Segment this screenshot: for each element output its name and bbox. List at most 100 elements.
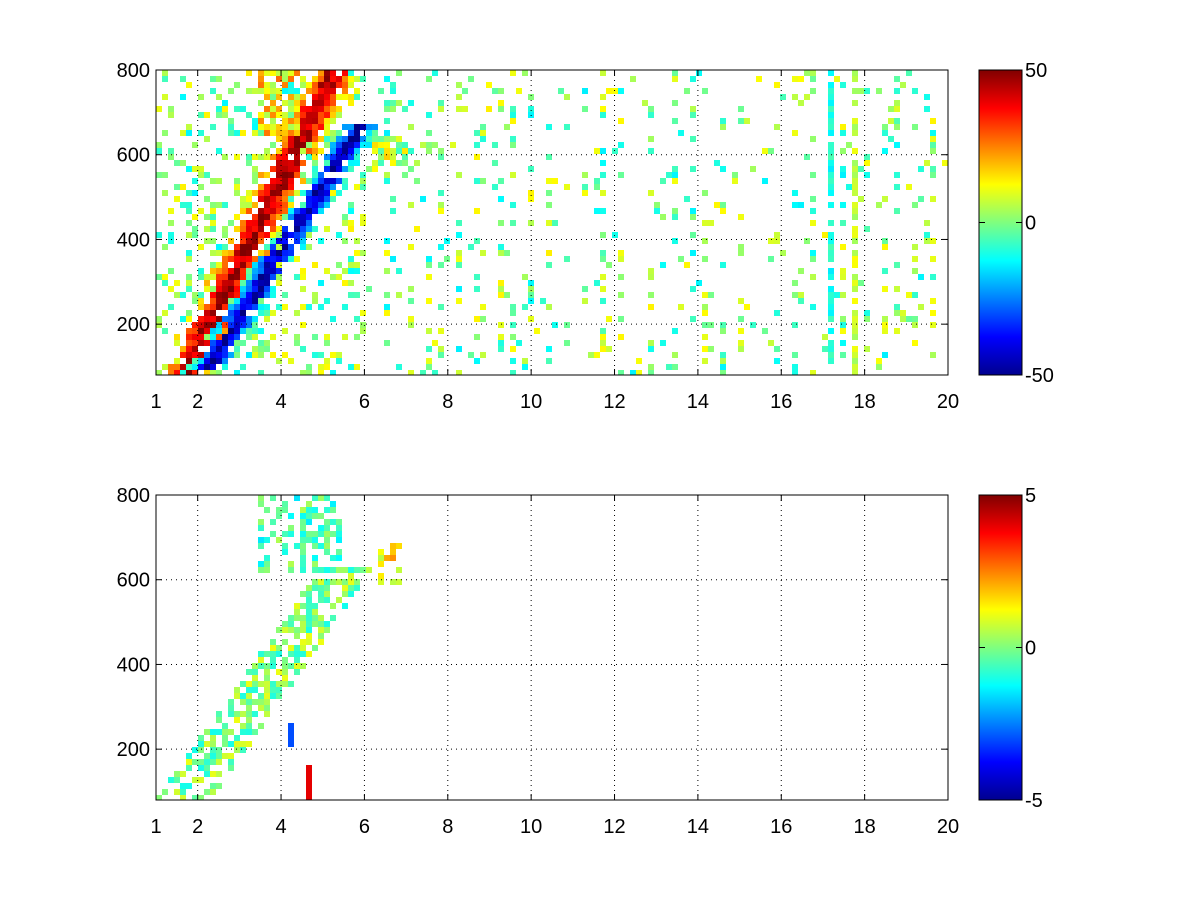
- heatmap-cell: [192, 759, 198, 765]
- heatmap-cell: [378, 579, 384, 585]
- heatmap-cell: [324, 88, 330, 94]
- heatmap-cell: [330, 567, 336, 573]
- heatmap-cell: [930, 172, 936, 178]
- heatmap-cell: [930, 196, 936, 202]
- heatmap-cell: [270, 184, 276, 190]
- heatmap-cell: [762, 148, 768, 154]
- heatmap-cell: [312, 537, 318, 543]
- heatmap-cell: [426, 298, 432, 304]
- heatmap-cell: [282, 657, 288, 663]
- heatmap-cell: [336, 94, 342, 100]
- heatmap-cell: [510, 202, 516, 208]
- heatmap-cell: [234, 717, 240, 723]
- heatmap-cell: [270, 274, 276, 280]
- heatmap-cell: [246, 250, 252, 256]
- heatmap-cell: [222, 358, 228, 364]
- heatmap-cell: [186, 316, 192, 322]
- heatmap-cell: [264, 106, 270, 112]
- heatmap-cell: [294, 154, 300, 160]
- heatmap-cell: [234, 735, 240, 741]
- heatmap-cell: [180, 771, 186, 777]
- heatmap-cell: [288, 208, 294, 214]
- heatmap-cell: [600, 328, 606, 334]
- heatmap-cell: [300, 238, 306, 244]
- heatmap-cell: [300, 286, 306, 292]
- heatmap-cell: [396, 579, 402, 585]
- heatmap-cell: [294, 136, 300, 142]
- heatmap-cell: [840, 268, 846, 274]
- heatmap-cell: [744, 118, 750, 124]
- heatmap-cell: [264, 292, 270, 298]
- heatmap-cell: [864, 226, 870, 232]
- heatmap-cell: [510, 118, 516, 124]
- heatmap-cell: [336, 112, 342, 118]
- heatmap-cell: [348, 70, 354, 76]
- heatmap-cell: [846, 142, 852, 148]
- heatmap-cell: [312, 136, 318, 142]
- heatmap-cell: [174, 280, 180, 286]
- heatmap-cell: [594, 208, 600, 214]
- heatmap-cell: [318, 124, 324, 130]
- heatmap-cell: [888, 106, 894, 112]
- heatmap-cell: [234, 268, 240, 274]
- heatmap-cell: [216, 753, 222, 759]
- heatmap-cell: [186, 202, 192, 208]
- heatmap-cell: [198, 316, 204, 322]
- heatmap-cell: [294, 100, 300, 106]
- heatmap-cell: [258, 88, 264, 94]
- heatmap-cell: [900, 316, 906, 322]
- heatmap-cell: [288, 358, 294, 364]
- heatmap-cell: [318, 238, 324, 244]
- heatmap-cell: [822, 334, 828, 340]
- heatmap-cell: [336, 537, 342, 543]
- heatmap-cell: [828, 220, 834, 226]
- heatmap-cell: [882, 328, 888, 334]
- heatmap-cell: [252, 190, 258, 196]
- x-tick-label: 10: [520, 391, 542, 413]
- heatmap-cell: [288, 100, 294, 106]
- heatmap-cell: [240, 322, 246, 328]
- heatmap-cell: [312, 531, 318, 537]
- heatmap-cell: [246, 190, 252, 196]
- heatmap-cell: [228, 729, 234, 735]
- heatmap-cell: [510, 358, 516, 364]
- heatmap-cell: [234, 226, 240, 232]
- heatmap-cell: [270, 268, 276, 274]
- heatmap-cell: [204, 340, 210, 346]
- heatmap-cell: [372, 142, 378, 148]
- heatmap-cell: [264, 669, 270, 675]
- heatmap-cell: [240, 364, 246, 370]
- heatmap-cell: [828, 202, 834, 208]
- heatmap-cell: [258, 561, 264, 567]
- heatmap-cell: [282, 88, 288, 94]
- heatmap-cell: [294, 340, 300, 346]
- heatmap-cell: [528, 196, 534, 202]
- heatmap-cell: [474, 154, 480, 160]
- heatmap-cell: [900, 310, 906, 316]
- heatmap-cell: [222, 202, 228, 208]
- heatmap-cell: [294, 645, 300, 651]
- heatmap-cell: [222, 346, 228, 352]
- heatmap-cell: [306, 112, 312, 118]
- heatmap-cell: [366, 136, 372, 142]
- heatmap-cell: [342, 591, 348, 597]
- heatmap-cell: [228, 238, 234, 244]
- heatmap-cell: [288, 561, 294, 567]
- heatmap-cell: [330, 112, 336, 118]
- heatmap-cell: [348, 166, 354, 172]
- heatmap-cell: [318, 615, 324, 621]
- heatmap-cell: [258, 543, 264, 549]
- heatmap-cell: [708, 322, 714, 328]
- heatmap-cell: [246, 352, 252, 358]
- heatmap-cell: [330, 130, 336, 136]
- heatmap-cell: [606, 88, 612, 94]
- heatmap-cell: [330, 76, 336, 82]
- heatmap-cell: [276, 250, 282, 256]
- heatmap-cell: [852, 328, 858, 334]
- heatmap-cell: [264, 286, 270, 292]
- heatmap-cell: [474, 358, 480, 364]
- heatmap-cell: [294, 226, 300, 232]
- heatmap-cell: [306, 364, 312, 370]
- heatmap-cell: [264, 705, 270, 711]
- heatmap-cell: [246, 262, 252, 268]
